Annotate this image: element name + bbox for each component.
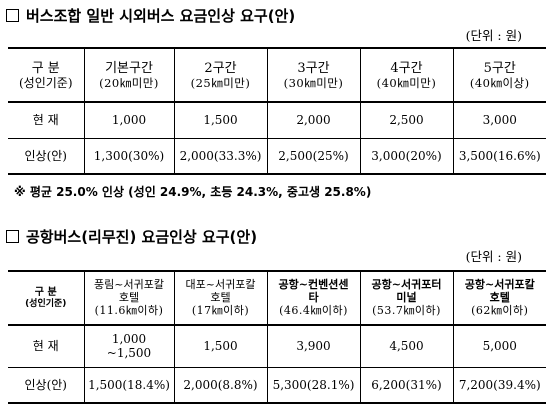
column-name: 2구간 (204, 60, 237, 76)
route-name: 공항~컨벤션센 (278, 278, 349, 291)
route-name: 공항~서귀포터 (371, 278, 442, 291)
row-label: 현 재 (8, 101, 85, 139)
column-name: 4구간 (390, 60, 423, 76)
column-header: 풍림~서귀포칼 호텔 (11.6㎞이하) (83, 270, 175, 326)
table-cell: 2,000(33.3%) (173, 137, 268, 175)
column-range: (20㎞미만) (99, 75, 159, 90)
column-header: 공항~컨벤션센 타 (46.4㎞이하) (266, 270, 361, 326)
route-name: 대포~서귀포칼 (185, 278, 256, 291)
column-range: (25㎞미만) (190, 75, 251, 90)
table-cell: 1,500 (173, 101, 268, 139)
stub-sublabel: (성인기준) (18, 75, 73, 90)
table-header-row: 구 분 (성인기준) 기본구간 (20㎞미만) 2구간 (25㎞미만) 3구간 (30… (8, 47, 546, 103)
table-cell: 2,500 (359, 101, 454, 139)
route-range: (17㎞이하) (191, 304, 250, 317)
average-increase-note: ※ 평균 25.0% 인상 (성인 24.9%, 초등 24.3%, 중고생 2… (14, 185, 372, 199)
section2-heading: 공항버스(리무진) 요금인상 요구(안) (6, 227, 257, 247)
row-label: 현 재 (8, 324, 85, 368)
column-name: 3구간 (297, 60, 330, 76)
column-name: 5구간 (483, 60, 516, 76)
column-range: (30㎞미만) (283, 75, 344, 90)
table-row: 인상(안) 1,500(18.4%) 2,000(8.8%) 5,300(28.… (8, 366, 546, 404)
table-cell: 5,000 (452, 324, 546, 368)
column-range: (40㎞이상) (469, 75, 530, 90)
section1-title: 버스조합 일반 시외버스 요금인상 요구(안) (26, 7, 296, 25)
table-cell: 3,000(20%) (359, 137, 454, 175)
column-header: 5구간 (40㎞이상) (452, 47, 546, 103)
route-name-cont: 호텔 (489, 291, 510, 304)
table-row: 현 재 1,000 ~1,500 1,500 3,900 4,500 5,000 (8, 324, 546, 368)
route-name-cont: 호텔 (118, 291, 140, 304)
route-range: (62㎞이하) (471, 304, 529, 317)
table-cell: 2,000(8.8%) (173, 366, 268, 404)
column-name: 기본구간 (105, 60, 153, 76)
table-header-row: 구 분 (성인기준) 풍림~서귀포칼 호텔 (11.6㎞이하) 대포~서귀포칼 호텔(… (8, 270, 546, 326)
stub-label: 구 분 (31, 60, 60, 76)
section2-unit: (단위 : 원) (465, 249, 522, 264)
route-name-cont: 미널 (396, 291, 417, 304)
table-cell: 1,500 (173, 324, 268, 368)
column-header: 3구간 (30㎞미만) (266, 47, 361, 103)
route-name-cont: 호텔 (210, 291, 231, 304)
checkbox-square-icon (6, 9, 19, 22)
section1-heading: 버스조합 일반 시외버스 요금인상 요구(안) (6, 6, 295, 26)
table-cell: 2,500(25%) (266, 137, 361, 175)
row-label: 인상(안) (8, 137, 85, 175)
fare-table-intercity: 구 분 (성인기준) 기본구간 (20㎞미만) 2구간 (25㎞미만) 3구간 (30… (8, 47, 546, 175)
route-name: 풍림~서귀포칼 (94, 278, 164, 291)
route-range: (11.6㎞이하) (94, 304, 164, 317)
fare-table-airport-limousine: 구 분 (성인기준) 풍림~서귀포칼 호텔 (11.6㎞이하) 대포~서귀포칼 호텔(… (8, 270, 546, 404)
table-cell: 3,900 (266, 324, 361, 368)
table-cell: 7,200(39.4%) (452, 366, 546, 404)
table-cell: 3,000 (452, 101, 546, 139)
table-cell: 3,500(16.6%) (452, 137, 546, 175)
column-header: 공항~서귀포칼 호텔 (62㎞이하) (452, 270, 546, 326)
table-cell: 1,000 (83, 101, 175, 139)
stub-header: 구 분 (성인기준) (8, 270, 85, 326)
stub-label: 구 분 (34, 286, 57, 298)
section2-title: 공항버스(리무진) 요금인상 요구(안) (26, 228, 258, 246)
table-cell: 2,000 (266, 101, 361, 139)
checkbox-square-icon (6, 230, 19, 243)
table-cell: 5,300(28.1%) (266, 366, 361, 404)
column-header: 4구간 (40㎞미만) (359, 47, 454, 103)
route-name: 공항~서귀포칼 (464, 278, 535, 291)
route-range: (46.4㎞이하) (279, 304, 348, 317)
column-header: 기본구간 (20㎞미만) (83, 47, 175, 103)
table-cell: 6,200(31%) (359, 366, 454, 404)
stub-sublabel: (성인기준) (25, 298, 67, 309)
table-cell: 1,300(30%) (83, 137, 175, 175)
row-label: 인상(안) (8, 366, 85, 404)
column-range: (40㎞미만) (376, 75, 437, 90)
stub-header: 구 분 (성인기준) (8, 47, 85, 103)
column-header: 2구간 (25㎞미만) (173, 47, 268, 103)
route-range: (53.7㎞이하) (372, 304, 441, 317)
route-name-cont: 타 (308, 291, 319, 304)
table-cell: 4,500 (359, 324, 454, 368)
table-cell: 1,500(18.4%) (83, 366, 175, 404)
section1-unit: (단위 : 원) (465, 28, 522, 43)
column-header: 대포~서귀포칼 호텔 (17㎞이하) (173, 270, 268, 326)
table-cell: 1,000 ~1,500 (83, 324, 175, 368)
column-header: 공항~서귀포터 미널 (53.7㎞이하) (359, 270, 454, 326)
table-row: 인상(안) 1,300(30%) 2,000(33.3%) 2,500(25%)… (8, 137, 546, 175)
table-row: 현 재 1,000 1,500 2,000 2,500 3,000 (8, 101, 546, 139)
